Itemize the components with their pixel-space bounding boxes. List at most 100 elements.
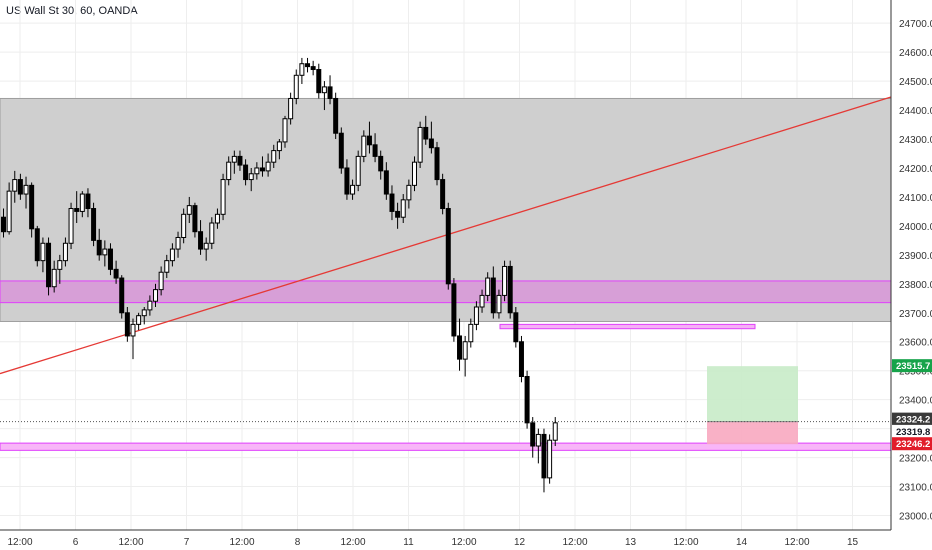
- candle-body: [547, 439, 553, 479]
- candle-body: [513, 312, 519, 343]
- candle-body: [361, 135, 367, 157]
- candle-body: [243, 164, 249, 181]
- candle-body: [338, 132, 344, 169]
- x-tick-label: 14: [736, 537, 748, 548]
- price-label: 23319.8: [896, 427, 930, 438]
- y-tick-label: 24300.0: [899, 135, 932, 146]
- candle-body: [485, 277, 491, 296]
- y-tick-label: 24000.0: [899, 222, 932, 233]
- candle-body: [74, 208, 80, 212]
- candle-body: [147, 300, 153, 311]
- price-label: 23246.2: [896, 439, 930, 450]
- price-label-box: [892, 359, 932, 373]
- x-tick-label: 12:00: [118, 537, 143, 548]
- candle-body: [119, 277, 125, 314]
- candle-body: [271, 150, 277, 163]
- candle-body: [46, 242, 52, 288]
- candle-body: [389, 193, 395, 212]
- candle-body: [530, 422, 536, 447]
- candle-body: [316, 69, 322, 94]
- candle-body: [451, 283, 457, 337]
- candle-body: [282, 118, 288, 143]
- candle-body: [107, 248, 113, 270]
- candle-body: [231, 155, 237, 163]
- price-zone: [499, 323, 756, 330]
- candle-body: [153, 289, 159, 302]
- y-tick-label: 24600.0: [899, 48, 932, 59]
- candle-body: [457, 335, 463, 360]
- candle-body: [383, 170, 389, 195]
- candle-body: [428, 138, 434, 149]
- candle-body: [220, 179, 226, 215]
- candle-body: [473, 306, 479, 325]
- candle-body: [248, 173, 254, 181]
- candle-body: [366, 135, 372, 146]
- candle-body: [40, 242, 46, 262]
- candle-body: [79, 193, 85, 212]
- candle-body: [91, 208, 97, 241]
- candle-body: [62, 242, 68, 262]
- x-tick-label: 6: [73, 537, 79, 548]
- candle-body: [344, 167, 350, 195]
- price-label: 23515.7: [896, 361, 930, 372]
- x-tick-label: 12:00: [7, 537, 32, 548]
- price-axis-background: [891, 0, 932, 550]
- y-tick-label: 24500.0: [899, 77, 932, 88]
- candle-body: [305, 63, 311, 68]
- candle-body: [350, 184, 356, 195]
- y-tick-label: 23200.0: [899, 454, 932, 465]
- y-tick-label: 23800.0: [899, 280, 932, 291]
- trendline: [0, 96, 892, 375]
- candle-body: [124, 312, 130, 337]
- x-tick-label: 12:00: [451, 537, 476, 548]
- candle-body: [445, 208, 451, 285]
- x-tick-label: 12:00: [784, 537, 809, 548]
- chart-title: US Wall St 30, 60, OANDA: [6, 5, 138, 17]
- price-label-box: [892, 412, 932, 426]
- candle-body: [29, 184, 35, 230]
- candle-body: [507, 265, 513, 314]
- candle-body: [541, 433, 547, 479]
- candle-body: [479, 294, 485, 308]
- candle-body: [68, 208, 74, 244]
- candle-body: [434, 147, 440, 181]
- candle-body: [254, 167, 260, 175]
- x-tick-label: 13: [625, 537, 637, 548]
- y-tick-label: 23900.0: [899, 251, 932, 262]
- candle-body: [6, 190, 12, 233]
- candle-body: [395, 210, 401, 218]
- candle-body: [169, 248, 175, 262]
- candle-body: [552, 422, 558, 441]
- candle-body: [85, 193, 91, 210]
- candle-body: [299, 63, 305, 76]
- candle-body: [141, 309, 147, 317]
- candle-body: [468, 323, 474, 343]
- x-tick-label: 15: [847, 537, 859, 548]
- candle-body: [181, 213, 187, 238]
- x-tick-label: 12:00: [340, 537, 365, 548]
- y-tick-label: 24100.0: [899, 193, 932, 204]
- candle-body: [237, 155, 243, 166]
- position-profit-zone: [707, 366, 798, 422]
- candle-body: [214, 213, 220, 224]
- x-tick-label: 12:00: [562, 537, 587, 548]
- candle-body: [186, 205, 192, 215]
- candle-body: [535, 433, 541, 447]
- x-tick-label: 8: [295, 537, 301, 548]
- candle-body: [327, 86, 333, 99]
- candle-body: [34, 228, 40, 262]
- price-label-box: [892, 437, 932, 451]
- candle-body: [175, 236, 181, 250]
- price-label: 23324.2: [896, 415, 930, 426]
- candle-body: [113, 268, 119, 279]
- candle-body: [51, 268, 57, 288]
- candle-body: [400, 199, 406, 218]
- candle-body: [57, 260, 63, 270]
- price-label-box: [892, 424, 932, 438]
- candle-body: [372, 144, 378, 157]
- y-tick-label: 24400.0: [899, 106, 932, 117]
- candle-body: [17, 179, 23, 195]
- candle-body: [417, 126, 423, 163]
- candle-body: [310, 66, 316, 71]
